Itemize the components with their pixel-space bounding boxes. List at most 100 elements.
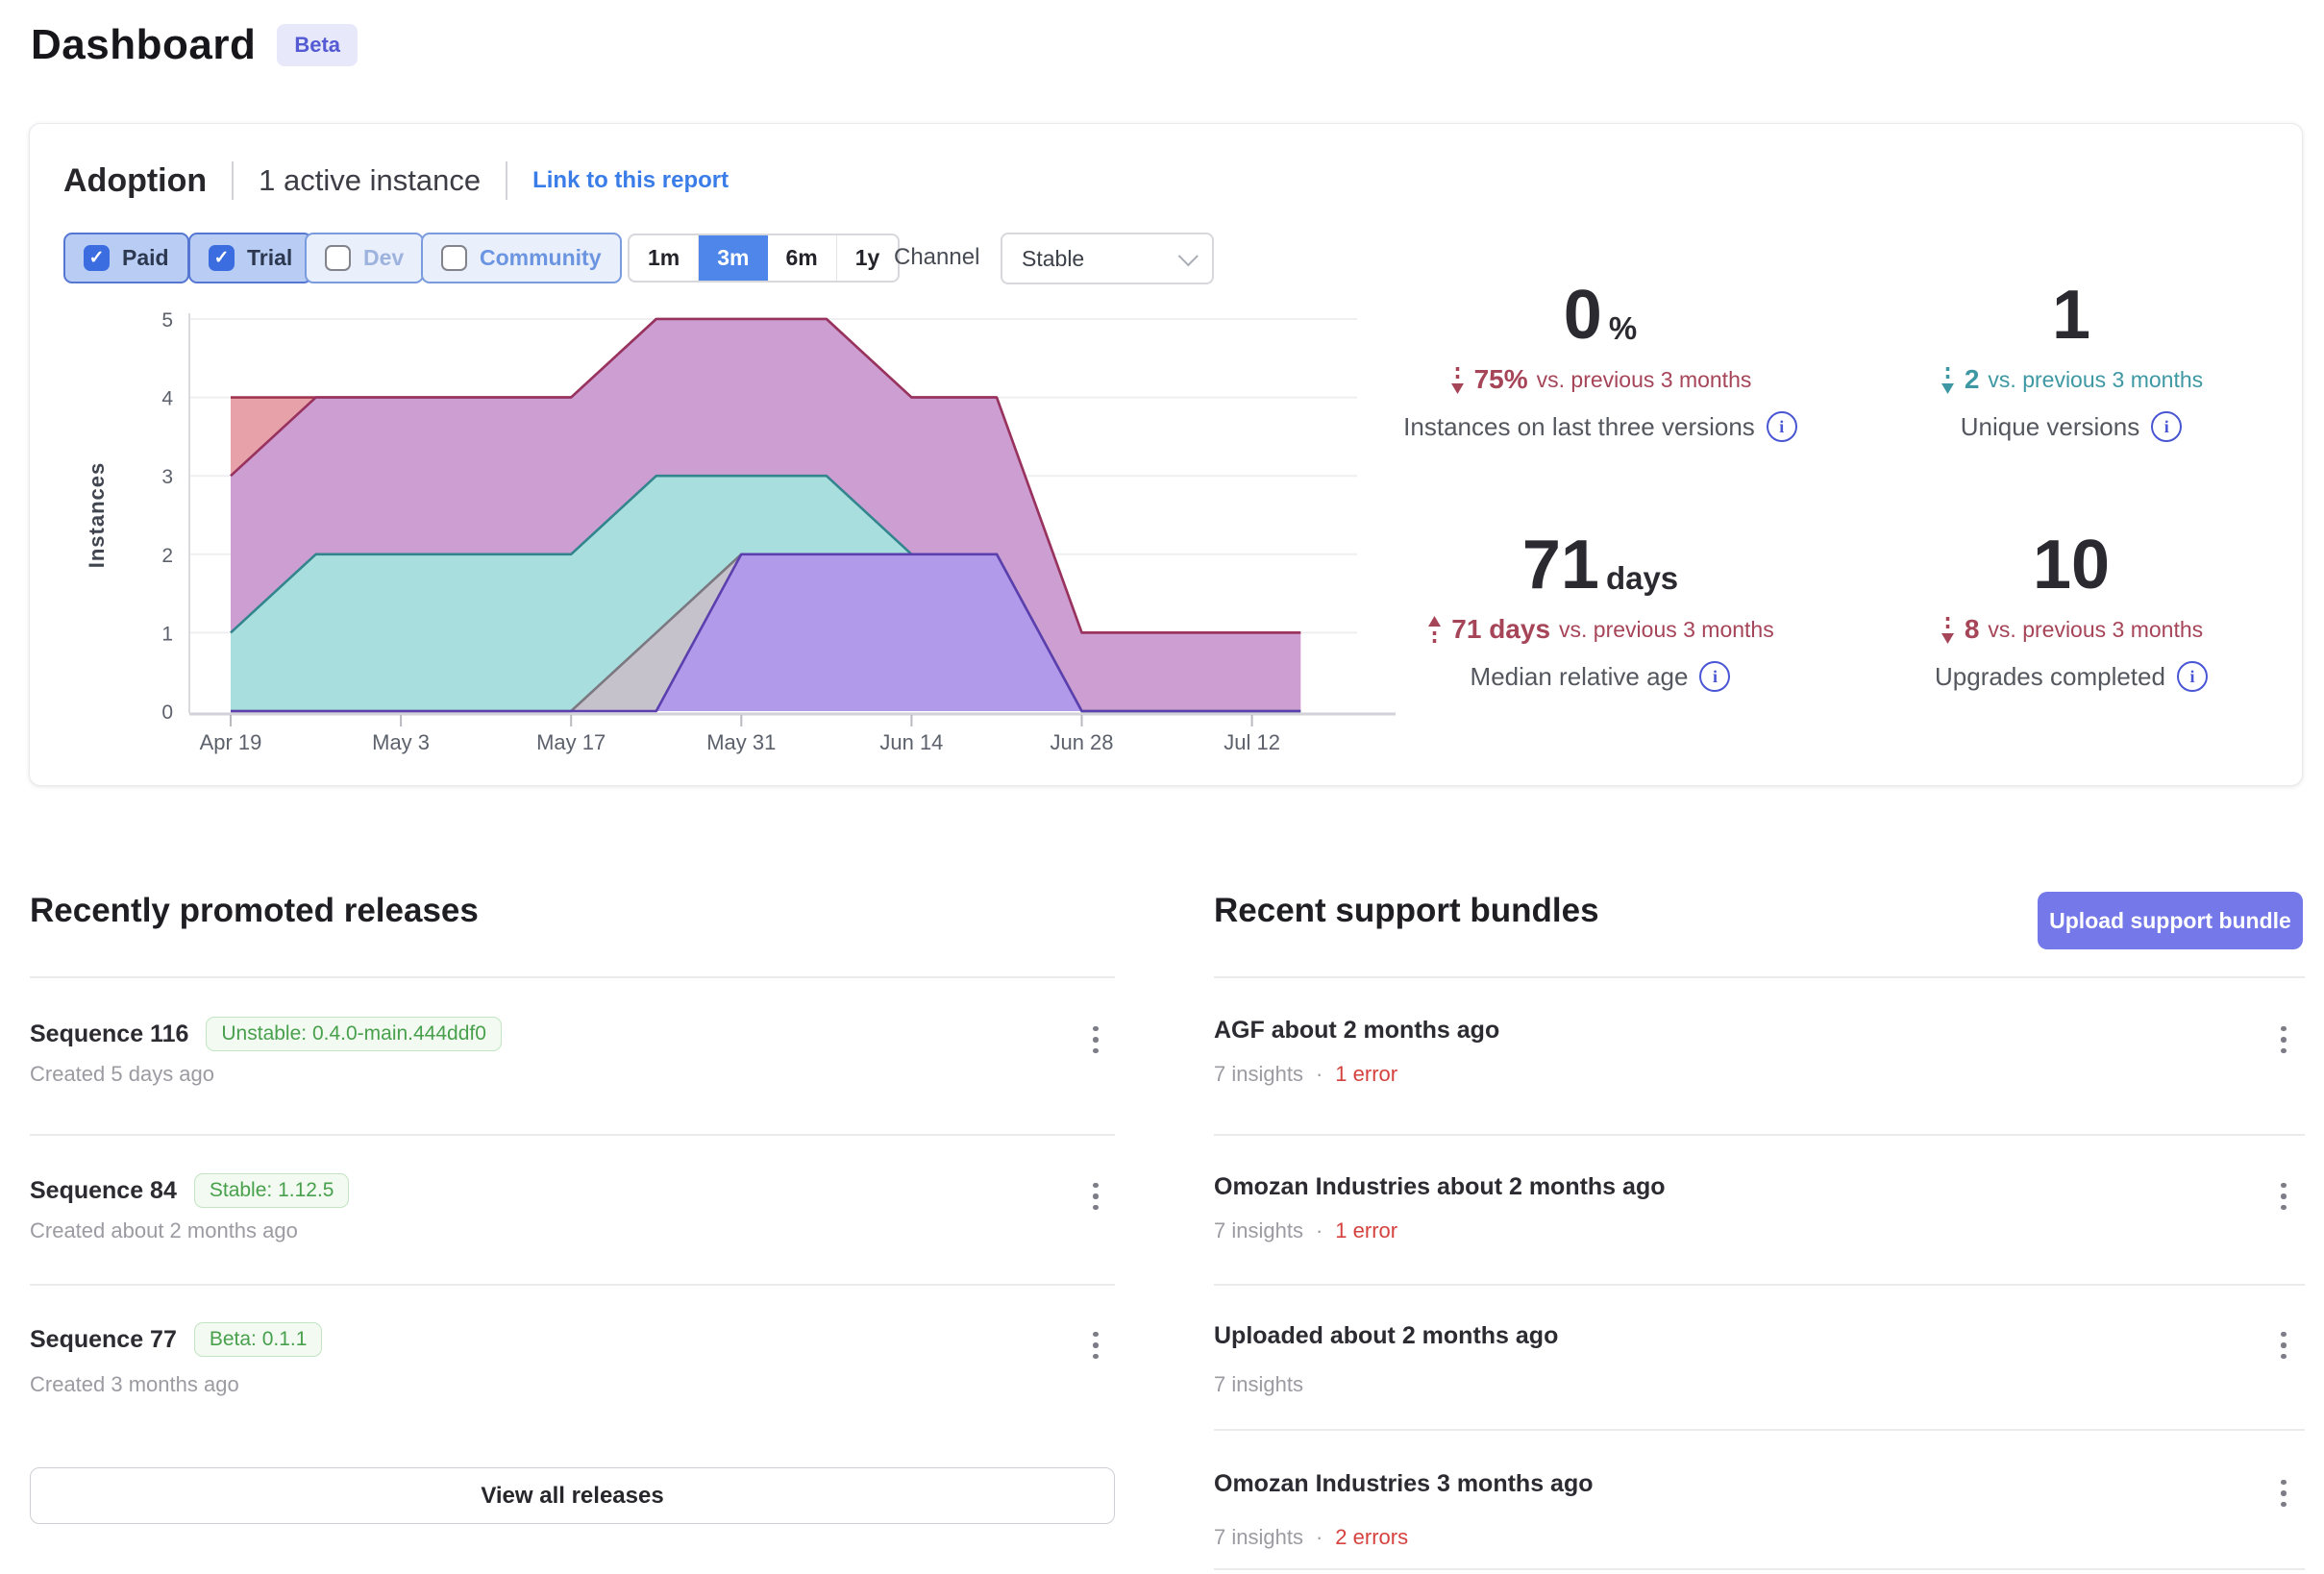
release-created-text: Created 5 days ago: [30, 1062, 215, 1086]
view-all-releases-button[interactable]: View all releases: [30, 1467, 1115, 1524]
stat-label-text: Unique versions: [1960, 411, 2140, 441]
stat-suffix: vs. previous 3 months: [1536, 366, 1752, 392]
chevron-down-icon: [1177, 245, 1199, 266]
info-icon[interactable]: i: [1766, 411, 1797, 442]
release-version-badge: Unstable: 0.4.0-main.444ddf0: [206, 1017, 502, 1051]
kebab-dot: [1093, 1182, 1099, 1189]
x-tick-label: Apr 19: [200, 730, 262, 754]
stat-block: 1 2 vs. previous 3 months Unique versions i: [1764, 281, 2324, 442]
stat-label: Instances on last three versions i: [1293, 411, 1908, 442]
y-tick-label: 4: [161, 388, 173, 410]
release-sequence-name: Sequence 116: [30, 1020, 189, 1047]
kebab-dot: [1093, 1025, 1099, 1032]
row-divider: [30, 976, 1115, 978]
release-created-text: Created 3 months ago: [30, 1372, 239, 1396]
bundle-row-meta: 7 insights · 1 error: [1214, 1218, 1397, 1243]
x-tick-label: Jul 12: [1224, 730, 1280, 754]
kebab-dot: [2281, 1193, 2287, 1199]
y-axis-title: Instances: [85, 462, 109, 569]
stat-block: 71 days 71 days vs. previous 3 months Median…: [1293, 530, 1908, 692]
stat-delta: 75%: [1473, 364, 1528, 394]
stat-delta: 2: [1964, 364, 1980, 394]
y-tick-label: 1: [161, 623, 173, 645]
range-button-6m[interactable]: 6m: [768, 235, 837, 281]
filter-checkbox-paid[interactable]: ✓ Paid: [63, 233, 189, 283]
range-button-3m[interactable]: 3m: [699, 235, 768, 281]
kebab-dot: [1093, 1204, 1099, 1211]
row-divider: [30, 1284, 1115, 1286]
kebab-menu-button[interactable]: [2264, 1171, 2303, 1221]
range-button-1m[interactable]: 1m: [630, 235, 700, 281]
stat-value: 0%: [1293, 281, 1908, 350]
beta-badge: Beta: [277, 24, 358, 66]
info-icon[interactable]: i: [2151, 411, 2183, 442]
kebab-dot: [2281, 1353, 2287, 1360]
stat-suffix: vs. previous 3 months: [1988, 366, 2204, 392]
line-version-e-purple: [231, 553, 1301, 713]
stat-value: 10: [1764, 530, 2324, 600]
trend-down-icon: [1941, 616, 1954, 644]
release-version-badge: Stable: 1.12.5: [193, 1173, 350, 1208]
checkbox-unchecked-icon: [441, 245, 467, 271]
bundle-row-meta: 7 insights: [1214, 1372, 1303, 1397]
x-tick-label: May 17: [536, 730, 606, 754]
info-icon[interactable]: i: [1699, 661, 1731, 692]
y-tick-label: 0: [161, 701, 173, 724]
bundle-insights-count: 7 insights: [1214, 1525, 1303, 1549]
releases-heading: Recently promoted releases: [30, 892, 479, 929]
stat-suffix: vs. previous 3 months: [1988, 616, 2204, 642]
meta-dot: ·: [1315, 1218, 1323, 1242]
channel-selected-value: Stable: [1022, 245, 1085, 271]
kebab-menu-button[interactable]: [1076, 1015, 1115, 1065]
bundle-error-count: 2 errors: [1335, 1525, 1409, 1549]
time-range-toggle: 1m 3m 6m 1y: [628, 234, 901, 283]
filter-label: Paid: [122, 245, 169, 270]
trend-up-icon: [1428, 615, 1442, 643]
range-button-1y[interactable]: 1y: [854, 245, 880, 270]
info-icon[interactable]: i: [2176, 661, 2208, 692]
row-divider: [1214, 976, 2305, 978]
trend-down-icon: [1450, 366, 1464, 394]
area-version-e-purple: [231, 553, 1301, 711]
x-tick-label: May 3: [372, 730, 430, 754]
kebab-dot: [2281, 1331, 2287, 1338]
stat-unit: %: [1608, 310, 1638, 346]
stat-trend: 8 vs. previous 3 months: [1764, 614, 2324, 645]
kebab-menu-button[interactable]: [2264, 1320, 2303, 1370]
y-tick-label: 5: [161, 309, 173, 332]
filter-checkbox-community[interactable]: Community: [421, 233, 622, 283]
x-tick-label: May 31: [706, 730, 776, 754]
stat-number: 71: [1521, 527, 1599, 603]
upload-support-bundle-button[interactable]: Upload support bundle: [2038, 892, 2303, 949]
row-divider: [30, 1134, 1115, 1136]
kebab-dot: [2281, 1182, 2287, 1189]
stat-value: 71 days: [1293, 530, 1908, 600]
bundle-row-title: AGF about 2 months ago: [1214, 1017, 1500, 1044]
kebab-dot: [2281, 1490, 2287, 1496]
meta-dot: ·: [1315, 1525, 1323, 1549]
kebab-dot: [1093, 1342, 1099, 1348]
stat-block: 10 8 vs. previous 3 months Upgrades complet…: [1764, 530, 2324, 692]
kebab-menu-button[interactable]: [1076, 1171, 1115, 1221]
kebab-menu-button[interactable]: [1076, 1320, 1115, 1370]
bundle-row-title: Omozan Industries 3 months ago: [1214, 1470, 1594, 1497]
kebab-menu-button[interactable]: [2264, 1015, 2303, 1065]
release-row-title: Sequence 77 Beta: 0.1.1: [30, 1322, 323, 1357]
filter-checkbox-dev[interactable]: Dev: [305, 233, 425, 283]
page-title: Dashboard: [31, 21, 257, 68]
bundle-row-meta: 7 insights · 2 errors: [1214, 1525, 1408, 1550]
stat-value: 1: [1764, 281, 2324, 350]
stat-trend: 71 days vs. previous 3 months: [1293, 614, 1908, 645]
line-version-b-magenta: [230, 317, 1301, 634]
bundle-row-title: Uploaded about 2 months ago: [1214, 1322, 1559, 1349]
filter-checkbox-trial[interactable]: ✓ Trial: [188, 233, 313, 283]
bundle-insights-count: 7 insights: [1214, 1062, 1303, 1086]
kebab-dot: [2281, 1501, 2287, 1508]
channel-select[interactable]: Stable: [1001, 233, 1214, 284]
release-row-title: Sequence 84 Stable: 1.12.5: [30, 1173, 350, 1208]
filter-label: Dev: [363, 245, 405, 270]
bundle-error-count: 1 error: [1335, 1062, 1398, 1086]
kebab-menu-button[interactable]: [2264, 1468, 2303, 1518]
adoption-area-chart[interactable]: Apr 19 May 3 May 17 May 31 Jun 14 Jun 28 Jul 1…: [58, 300, 1396, 763]
report-link[interactable]: Link to this report: [532, 167, 729, 193]
